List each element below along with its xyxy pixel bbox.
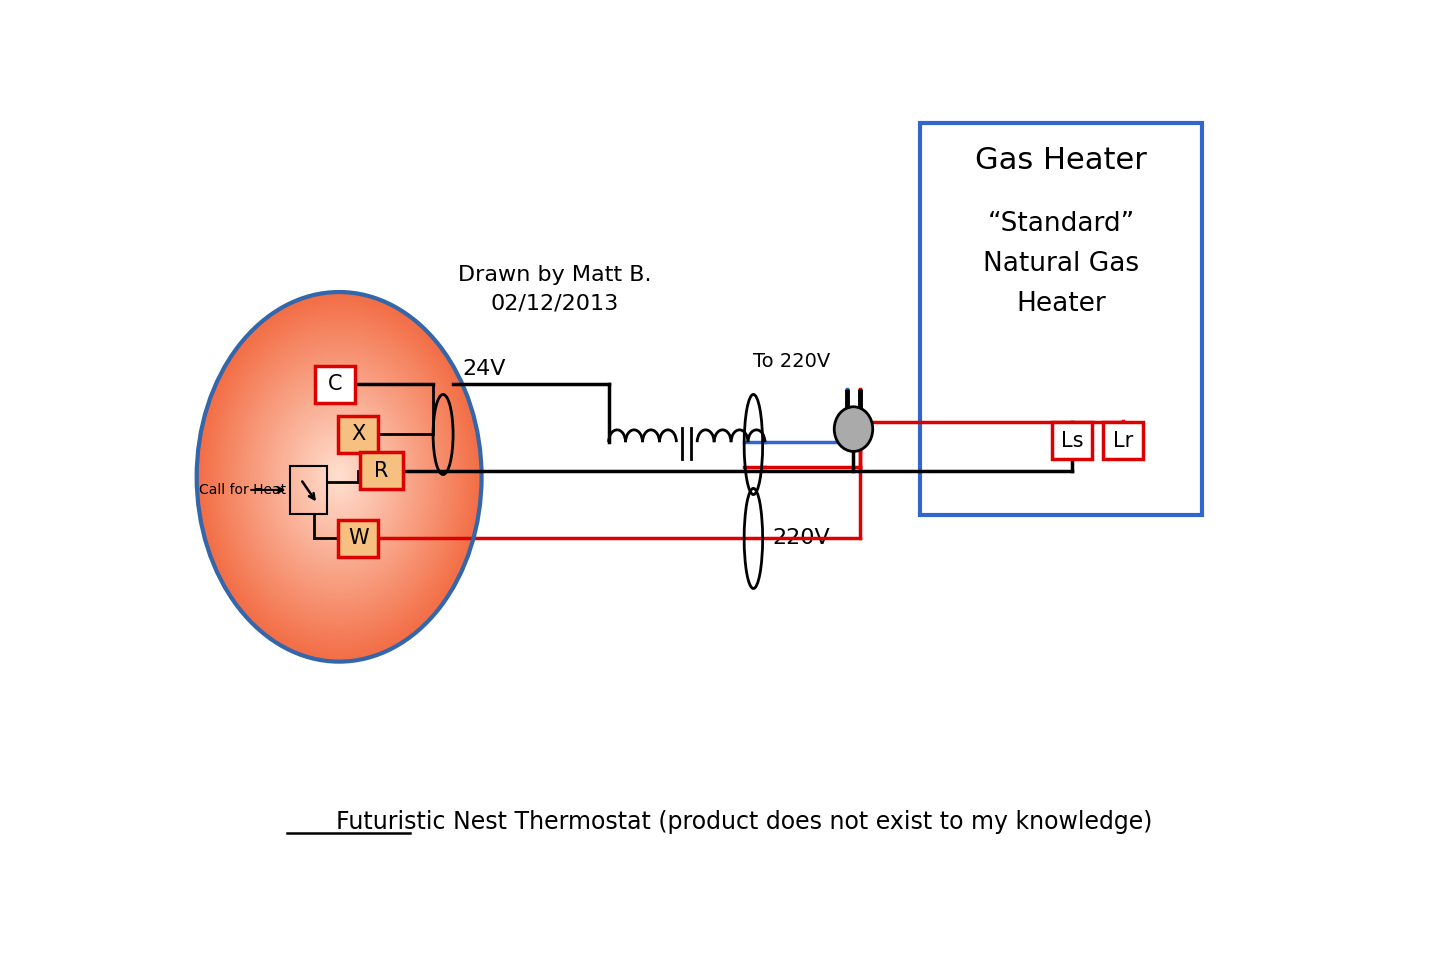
Text: Gas Heater: Gas Heater [976, 146, 1147, 175]
Ellipse shape [322, 455, 356, 498]
Ellipse shape [327, 461, 351, 492]
Ellipse shape [280, 400, 398, 554]
Ellipse shape [274, 394, 404, 560]
Ellipse shape [337, 474, 341, 480]
Ellipse shape [218, 319, 460, 634]
Text: Drawn by Matt B.
02/12/2013: Drawn by Matt B. 02/12/2013 [457, 265, 652, 313]
Text: “Standard”
Natural Gas
Heater: “Standard” Natural Gas Heater [983, 211, 1138, 318]
Ellipse shape [306, 434, 372, 520]
Ellipse shape [237, 344, 441, 610]
Ellipse shape [296, 421, 382, 532]
Ellipse shape [282, 403, 396, 551]
Text: Call for Heat: Call for Heat [199, 483, 286, 497]
Ellipse shape [228, 332, 450, 621]
Ellipse shape [303, 431, 375, 523]
Ellipse shape [301, 428, 378, 526]
Ellipse shape [334, 471, 344, 483]
Text: R: R [375, 461, 389, 481]
Bar [1104, 422, 1143, 459]
Text: C: C [328, 374, 343, 395]
Ellipse shape [835, 406, 873, 451]
Ellipse shape [251, 362, 427, 591]
Ellipse shape [235, 341, 444, 613]
Ellipse shape [211, 311, 468, 643]
Ellipse shape [263, 378, 415, 575]
Ellipse shape [293, 418, 385, 535]
Ellipse shape [229, 335, 449, 618]
Ellipse shape [269, 384, 411, 570]
Ellipse shape [311, 440, 367, 514]
Bar [290, 466, 327, 514]
Text: 220V: 220V [772, 529, 831, 548]
Ellipse shape [270, 388, 408, 566]
Ellipse shape [318, 449, 360, 504]
Text: W: W [348, 529, 369, 548]
Ellipse shape [266, 381, 412, 573]
Ellipse shape [299, 424, 379, 530]
Ellipse shape [315, 446, 363, 508]
Ellipse shape [216, 317, 463, 637]
Ellipse shape [248, 360, 430, 594]
Ellipse shape [209, 308, 469, 646]
Ellipse shape [261, 375, 418, 578]
Ellipse shape [292, 415, 386, 538]
Bar [338, 520, 379, 557]
Text: Ls: Ls [1061, 431, 1083, 450]
Ellipse shape [213, 314, 465, 640]
Ellipse shape [314, 443, 366, 511]
Ellipse shape [199, 295, 479, 658]
Ellipse shape [289, 412, 389, 541]
Ellipse shape [308, 437, 370, 517]
Bar [921, 123, 1202, 515]
Text: 24V: 24V [462, 359, 505, 379]
Ellipse shape [225, 329, 453, 624]
Ellipse shape [203, 301, 475, 653]
Ellipse shape [333, 468, 346, 487]
Ellipse shape [258, 372, 420, 581]
Ellipse shape [222, 326, 456, 628]
Ellipse shape [206, 305, 472, 650]
Ellipse shape [330, 464, 348, 489]
Bar [315, 366, 356, 403]
Bar [1053, 422, 1092, 459]
Ellipse shape [240, 348, 439, 606]
Ellipse shape [221, 322, 457, 631]
Ellipse shape [254, 366, 424, 588]
Text: X: X [351, 424, 366, 445]
Text: To 220V: To 220V [754, 353, 831, 371]
Ellipse shape [202, 298, 476, 656]
Ellipse shape [232, 338, 446, 616]
Text: Lr: Lr [1112, 431, 1133, 450]
Ellipse shape [247, 357, 431, 597]
Ellipse shape [244, 354, 434, 600]
Ellipse shape [256, 369, 423, 584]
Text: Futuristic Nest Thermostat (product does not exist to my knowledge): Futuristic Nest Thermostat (product does… [335, 810, 1153, 833]
Ellipse shape [242, 351, 437, 603]
Ellipse shape [319, 452, 359, 501]
Ellipse shape [196, 292, 482, 661]
Ellipse shape [273, 391, 405, 563]
Bar [338, 416, 379, 453]
Bar [360, 452, 404, 489]
Ellipse shape [287, 409, 392, 544]
Ellipse shape [325, 458, 353, 495]
Ellipse shape [277, 397, 401, 557]
Ellipse shape [285, 406, 393, 548]
